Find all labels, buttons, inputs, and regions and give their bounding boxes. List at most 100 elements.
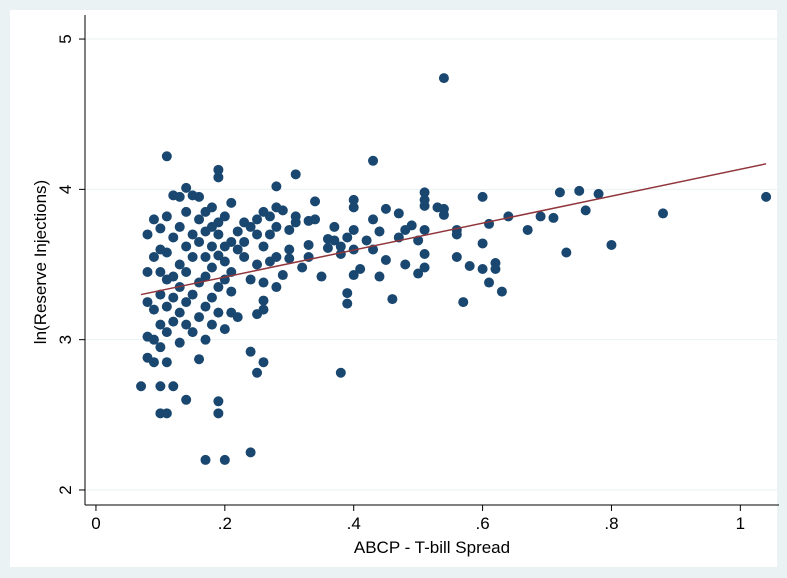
point [554,187,565,198]
point [239,217,250,228]
point [284,244,295,255]
point [374,271,385,282]
point [161,274,172,285]
point [400,259,411,270]
point [155,319,166,330]
point [761,191,772,202]
point [284,253,295,264]
point [535,211,546,222]
point [200,334,211,345]
point [432,202,443,213]
point [316,271,327,282]
point [335,367,346,378]
point [200,226,211,237]
point [658,208,669,219]
point [206,292,217,303]
point [187,327,198,338]
point [174,259,185,270]
point [561,247,572,258]
point [477,191,488,202]
point [574,185,585,196]
point [593,188,604,199]
point [303,239,314,250]
point [155,408,166,419]
point [374,226,385,237]
point [348,270,359,281]
point [174,307,185,318]
point [168,292,179,303]
point [258,241,269,252]
point [181,267,192,278]
point [252,259,263,270]
point [155,289,166,300]
point [419,187,430,198]
point [187,190,198,201]
fit-line [140,163,767,296]
x-tick-label: .4 [347,514,361,533]
point [213,408,224,419]
point [155,223,166,234]
point [342,232,353,243]
point [226,286,237,297]
point [264,229,275,240]
point [290,217,301,228]
point [161,301,172,312]
x-axis-label: ABCP - T-bill Spread [354,538,510,557]
point [239,251,250,262]
y-tick-label: 2 [56,485,75,494]
point [387,294,398,305]
point [181,241,192,252]
point [161,327,172,338]
point [361,235,372,246]
point [206,262,217,273]
point [413,268,424,279]
point [380,203,391,214]
point [200,301,211,312]
point [219,241,230,252]
point [413,235,424,246]
point [200,251,211,262]
point [194,312,205,323]
x-tick-label: 1 [736,514,745,533]
point [496,286,507,297]
point [348,194,359,205]
point [142,331,153,342]
point [477,238,488,249]
point [310,196,321,207]
point [187,289,198,300]
point [142,229,153,240]
point [264,256,275,267]
point [258,277,269,288]
point [464,261,475,272]
y-axis-label: ln(Reserve Injections) [31,180,50,344]
point [161,211,172,222]
point [322,242,333,253]
point [368,214,379,225]
point [168,232,179,243]
point [548,212,559,223]
point [252,214,263,225]
point [181,297,192,308]
point [271,221,282,232]
point [181,182,192,193]
point [355,264,366,275]
point [368,155,379,166]
point [245,447,256,458]
point [393,208,404,219]
point [155,381,166,392]
point [213,250,224,261]
point [342,288,353,299]
point [451,251,462,262]
point [271,282,282,293]
point [194,236,205,247]
point [419,200,430,211]
point [380,255,391,265]
point [458,297,469,308]
point [206,241,217,252]
point [606,239,617,250]
point [155,267,166,278]
point [168,316,179,327]
point [580,205,591,216]
